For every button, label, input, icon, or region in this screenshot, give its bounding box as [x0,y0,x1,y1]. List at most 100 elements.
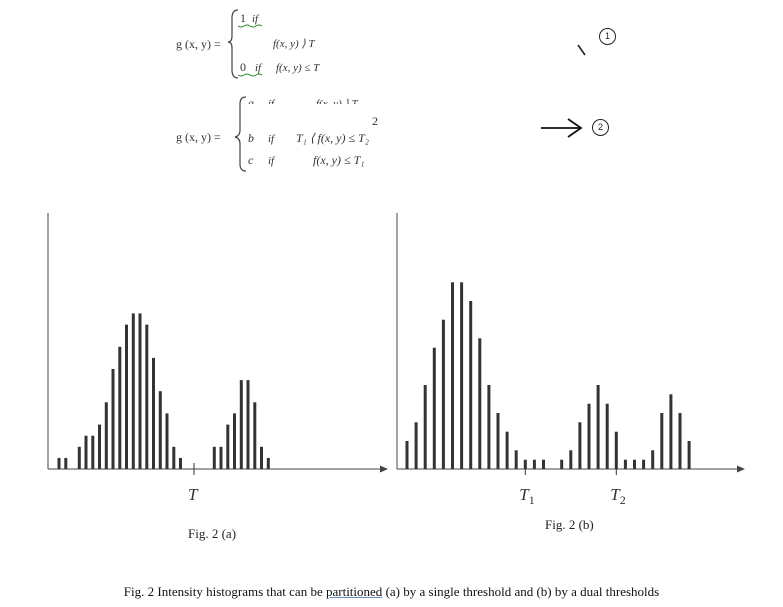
histogram-bar [669,394,673,469]
eq2-case-a-if: if [268,98,276,110]
histogram-b-threshold-1-label: T1 [519,485,534,507]
histogram-bar [532,459,536,469]
histogram-bar [423,385,427,469]
eq2-lhs: g (x, y) = [176,130,221,144]
equations-area: g (x, y) = 1 if f(x, y) ⟩ T 0 if f(x, y)… [176,9,586,172]
histogram-bar [253,402,257,469]
histogram-bar [496,413,500,469]
histogram-bar [84,435,88,469]
eq1-spellcheck-squiggle [237,24,263,28]
histogram-a-threshold-label: T [188,485,199,504]
histogram-bar [138,313,142,469]
histogram-bar [614,431,618,469]
histogram-bar [233,413,236,469]
histogram-bar [239,380,243,469]
histogram-bar [91,435,95,469]
histogram-bar [505,431,509,469]
circled-marker-1: 1 [599,28,616,45]
eq1-case2-value: 0 [240,60,246,74]
eq2-case-c-if: if [268,155,276,167]
histogram-bar [487,385,491,469]
histogram-bar [596,385,600,469]
eq2-case-b-value: b [248,131,254,145]
eq1-brace [227,9,239,79]
histogram-b-threshold-2-label: T2 [610,485,625,507]
histogram-a [47,213,388,475]
histogram-charts: T T1 T2 [47,213,745,507]
histogram-bar [172,446,176,469]
histogram-a-x-axis-arrow-icon [380,465,388,473]
histogram-bar [514,450,518,469]
eq1-pointer-mark [577,44,586,56]
histogram-bar [57,457,61,469]
histogram-bar [405,441,409,469]
equation-2: g (x, y) = a if f(x, y) ⟩ T 2 b if T₁ ⟨ … [176,96,378,172]
histogram-bar [651,450,655,469]
histogram-bar [469,301,473,469]
caption-text-start: Fig. 2 Intensity histograms that can be [123,584,326,599]
eq2-brace [234,96,247,172]
histogram-bar [266,457,270,469]
circled-marker-2: 2 [592,119,609,136]
histogram-bar [569,450,573,469]
histogram-bar [77,446,81,469]
histogram-bar [104,402,108,469]
histogram-bar [578,422,582,469]
figure-b-label: Fig. 2 (b) [545,517,594,532]
histogram-bar [219,446,223,469]
histogram-bar [623,459,627,469]
histogram-bar [605,403,609,469]
eq2-case-a-value: a [248,96,254,110]
arrow-right-icon [541,118,583,138]
histogram-bar [642,459,646,469]
histogram-bar [212,446,216,469]
histogram-bar [118,346,122,469]
eq1-case1-condition: f(x, y) ⟩ T [273,38,315,50]
histogram-bar [460,282,464,469]
histogram-bar [560,459,564,469]
histogram-bar [678,413,682,469]
figure-caption: Fig. 2 Intensity histograms that can be … [0,584,783,600]
histogram-bar [542,459,545,469]
histogram-b-x-axis-arrow-icon [737,465,745,473]
histogram-bar [246,380,250,469]
histogram-bar [633,459,636,469]
histogram-bar [179,457,182,469]
histogram-bar [587,403,591,469]
histogram-bar [414,422,418,469]
eq2-case-b-if: if [268,133,276,145]
eq1-case1-if: if [252,13,260,25]
histogram-bar [432,347,436,469]
eq1-case2-condition: f(x, y) ≤ T [276,62,320,74]
figure-a-label: Fig. 2 (a) [188,526,237,541]
caption-underlined-word: partitioned [325,584,383,599]
histogram-b [396,213,745,475]
eq1-spellcheck-squiggle-2 [237,73,263,77]
histogram-bar [111,369,115,469]
histogram-bar [125,324,128,469]
eq1-case1-value: 1 [240,11,246,25]
eq2-superscript-2: 2 [372,114,378,128]
eq2-case-c-value: c [248,153,254,167]
eq2-case-a-condition: f(x, y) ⟩ T [316,98,358,110]
histogram-bar [260,446,263,469]
histogram-bar [145,324,149,469]
histogram-bar [64,457,68,469]
histogram-bar [226,424,230,469]
eq2-case-c-condition: f(x, y) ≤ T₁ [313,153,364,167]
eq1-case2-if: if [255,62,263,74]
histogram-bar [158,391,162,469]
histogram-bar [131,313,135,469]
eq1-lhs: g (x, y) = [176,37,221,51]
histogram-bar [451,282,454,469]
histogram-bar [152,357,155,469]
histogram-bar [98,424,101,469]
caption-text-end: (a) by a single threshold and (b) by a d… [382,584,660,599]
histogram-bar [478,338,482,469]
histogram-bar [441,319,445,469]
histogram-bar [687,441,691,469]
equation-1: g (x, y) = 1 if f(x, y) ⟩ T 0 if f(x, y)… [176,9,320,79]
eq2-case-b-condition: T₁ ⟨ f(x, y) ≤ T₂ [296,131,369,145]
histogram-bar [660,413,664,469]
histogram-bar [165,413,169,469]
